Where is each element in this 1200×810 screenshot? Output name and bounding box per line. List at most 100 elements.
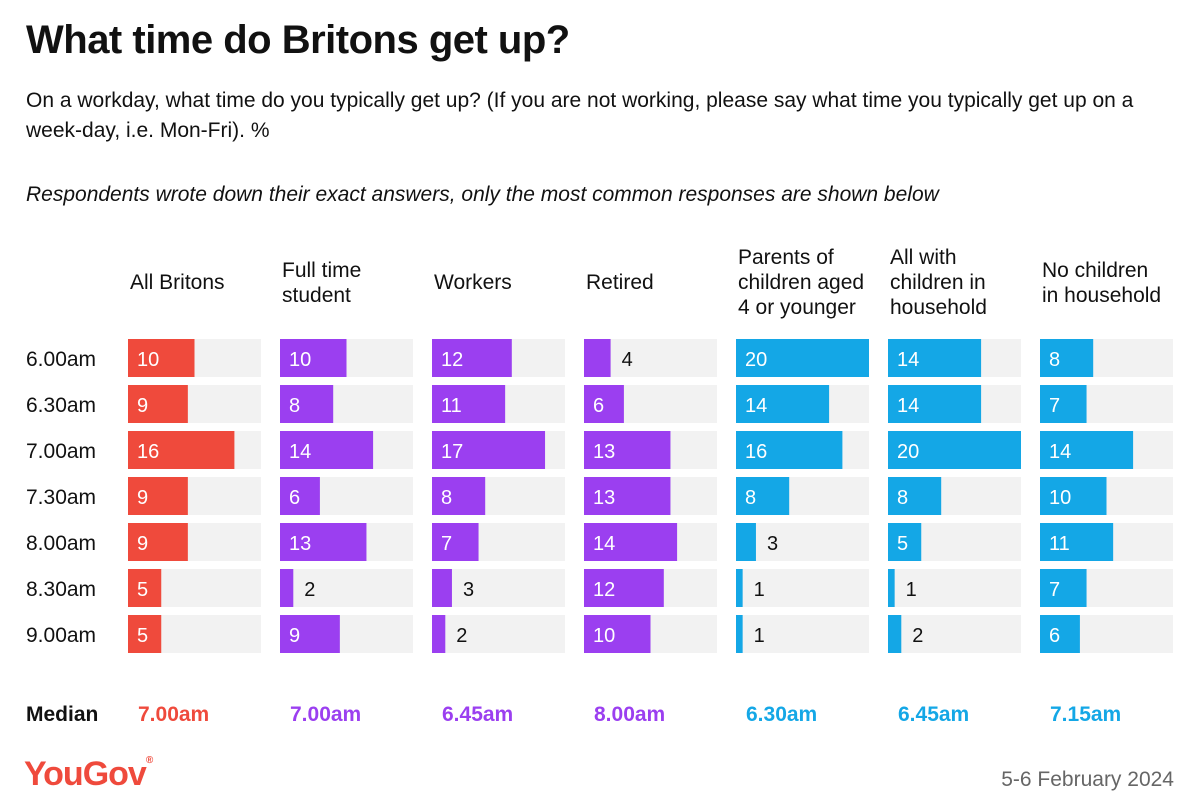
- column-header: in household: [1042, 284, 1161, 307]
- bar-value-label: 1: [754, 625, 765, 647]
- bar-track: [736, 615, 869, 653]
- column-header: Full time: [282, 259, 361, 282]
- bar: [128, 523, 188, 561]
- bar: [128, 569, 162, 607]
- bar-track: [280, 569, 413, 607]
- row-label: 8.00am: [26, 532, 96, 555]
- bar: [128, 477, 188, 515]
- bar-value-label: 8: [745, 487, 756, 509]
- bar-value-label: 5: [897, 533, 908, 555]
- chart-note: Respondents wrote down their exact answe…: [26, 183, 939, 206]
- bar: [736, 339, 869, 377]
- bar-track: [432, 615, 565, 653]
- bar-value-label: 7: [1049, 395, 1060, 417]
- column-header: children in: [890, 271, 986, 294]
- bar-value-label: 1: [906, 579, 917, 601]
- row-label: 9.00am: [26, 624, 96, 647]
- bar-track: [888, 615, 1021, 653]
- median-value: 6.45am: [898, 703, 969, 726]
- yougov-logo: YouGov®: [24, 755, 153, 794]
- bar: [888, 339, 982, 377]
- bar-value-label: 9: [137, 533, 148, 555]
- bar-track: [432, 569, 565, 607]
- bar-value-label: 2: [456, 625, 467, 647]
- bar: [584, 339, 611, 377]
- bar-value-label: 3: [463, 579, 474, 601]
- bar-value-label: 5: [137, 579, 148, 601]
- column-header: 4 or younger: [738, 296, 856, 319]
- bar: [1040, 523, 1114, 561]
- bar: [432, 477, 486, 515]
- bar-value-label: 14: [745, 395, 767, 417]
- median-value: 7.00am: [290, 703, 361, 726]
- bar: [1040, 615, 1080, 653]
- bar-value-label: 10: [137, 349, 159, 371]
- logo-mark: ®: [145, 755, 153, 766]
- bar: [280, 569, 294, 607]
- column-header: Retired: [586, 271, 654, 294]
- median-label: Median: [26, 703, 98, 726]
- bar-track: [888, 569, 1021, 607]
- survey-date: 5-6 February 2024: [1001, 768, 1174, 791]
- bar-value-label: 14: [593, 533, 615, 555]
- median-value: 8.00am: [594, 703, 665, 726]
- bar: [280, 615, 340, 653]
- bar-value-label: 14: [1049, 441, 1071, 463]
- bar: [584, 431, 671, 469]
- bar: [888, 615, 902, 653]
- bar: [584, 569, 664, 607]
- bar-value-label: 2: [304, 579, 315, 601]
- bar: [736, 385, 830, 423]
- row-label: 7.00am: [26, 440, 96, 463]
- bar-value-label: 8: [441, 487, 452, 509]
- bar-chart: 6.00am 6.30am 7.00am 7.30am 8.00am 8.30am 9.00…: [26, 246, 1173, 726]
- bar: [128, 385, 188, 423]
- median-value: 7.00am: [138, 703, 209, 726]
- bar: [1040, 385, 1087, 423]
- bar: [888, 431, 1021, 469]
- bar-value-label: 14: [897, 349, 919, 371]
- median-value: 6.30am: [746, 703, 817, 726]
- bar-value-label: 12: [593, 579, 615, 601]
- bar-value-label: 6: [1049, 625, 1060, 647]
- bar-value-label: 1: [754, 579, 765, 601]
- bar-track: [736, 569, 869, 607]
- bar-value-label: 7: [441, 533, 452, 555]
- bar-value-label: 9: [289, 625, 300, 647]
- bar: [888, 385, 982, 423]
- bar: [280, 431, 374, 469]
- bar-value-label: 3: [767, 533, 778, 555]
- bar: [1040, 477, 1107, 515]
- bar: [736, 523, 756, 561]
- column-header: All Britons: [130, 271, 225, 294]
- bar: [888, 477, 942, 515]
- bar-value-label: 11: [1049, 533, 1070, 555]
- bar-value-label: 6: [593, 395, 604, 417]
- column-header: household: [890, 296, 987, 319]
- bar-value-label: 7: [1049, 579, 1060, 601]
- bar: [432, 615, 446, 653]
- bar-value-label: 8: [289, 395, 300, 417]
- bar-value-label: 20: [745, 349, 767, 371]
- bar-value-label: 10: [593, 625, 615, 647]
- row-label: 6.00am: [26, 348, 96, 371]
- column-header: Parents of: [738, 246, 834, 269]
- bar: [128, 431, 235, 469]
- bar: [888, 523, 922, 561]
- bar: [888, 569, 895, 607]
- row-label: 6.30am: [26, 394, 96, 417]
- bar: [432, 431, 546, 469]
- chart-title: What time do Britons get up?: [26, 18, 570, 62]
- bar-value-label: 8: [897, 487, 908, 509]
- bar-value-label: 13: [289, 533, 311, 555]
- bar-value-label: 17: [441, 441, 463, 463]
- bar-track: [736, 523, 869, 561]
- bar: [584, 523, 678, 561]
- column-header: Workers: [434, 271, 512, 294]
- column-header: No children: [1042, 259, 1148, 282]
- bar: [584, 615, 651, 653]
- bar-value-label: 16: [745, 441, 767, 463]
- row-label: 8.30am: [26, 578, 96, 601]
- bar: [280, 523, 367, 561]
- bar-value-label: 10: [289, 349, 311, 371]
